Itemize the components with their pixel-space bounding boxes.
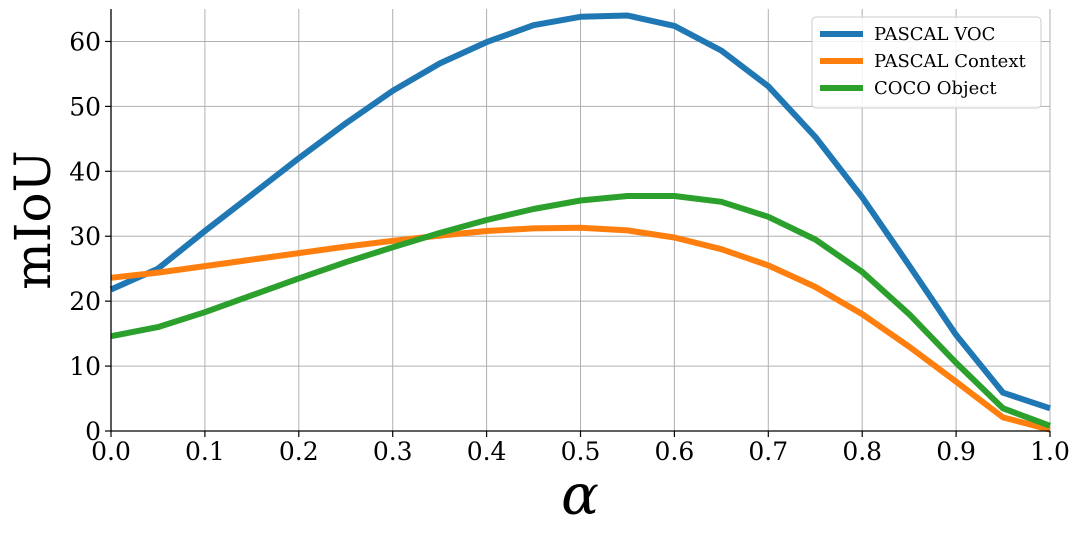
series-line-pascal-voc: [109, 12, 1051, 412]
series-lines: [109, 12, 1052, 433]
y-tick-labels: 0 10 20 30 40 50 60: [69, 27, 111, 446]
legend: PASCAL VOC PASCAL Context COCO Object: [811, 16, 1042, 109]
x-tick-label: 0.9: [936, 437, 976, 466]
y-tick-label: 60: [69, 27, 101, 56]
series-line-pascal-context: [110, 224, 1051, 433]
y-tick-label: 10: [69, 352, 101, 381]
x-axis-label: α: [561, 463, 599, 528]
y-tick-label: 0: [85, 417, 101, 446]
x-tick-labels: 0.0 0.1 0.2 0.3 0.4 0.5 0.6 0.7 0.8 0.9 1.0: [91, 431, 1070, 466]
x-tick-label: 1.0: [1030, 437, 1070, 466]
x-tick-label: 0.5: [561, 437, 601, 466]
legend-label-pascal-voc: PASCAL VOC: [874, 24, 995, 45]
y-axis-label: mIoU: [4, 150, 62, 289]
x-tick-label: 0.0: [91, 437, 131, 466]
legend-box: [811, 16, 1042, 109]
x-tick-label: 0.2: [279, 437, 319, 466]
series-line-coco-object: [110, 193, 1052, 429]
x-tick-label: 0.8: [842, 437, 882, 466]
legend-label-pascal-context: PASCAL Context: [874, 51, 1026, 72]
y-tick-label: 30: [69, 222, 101, 251]
x-tick-label: 0.1: [185, 437, 225, 466]
x-tick-label: 0.3: [373, 437, 413, 466]
y-tick-label: 20: [69, 287, 101, 316]
legend-label-coco-object: COCO Object: [874, 78, 997, 99]
x-tick-label: 0.6: [655, 437, 695, 466]
x-tick-label: 0.4: [467, 437, 507, 466]
y-tick-label: 40: [69, 157, 101, 186]
y-tick-label: 50: [69, 92, 101, 121]
x-tick-label: 0.7: [748, 437, 788, 466]
